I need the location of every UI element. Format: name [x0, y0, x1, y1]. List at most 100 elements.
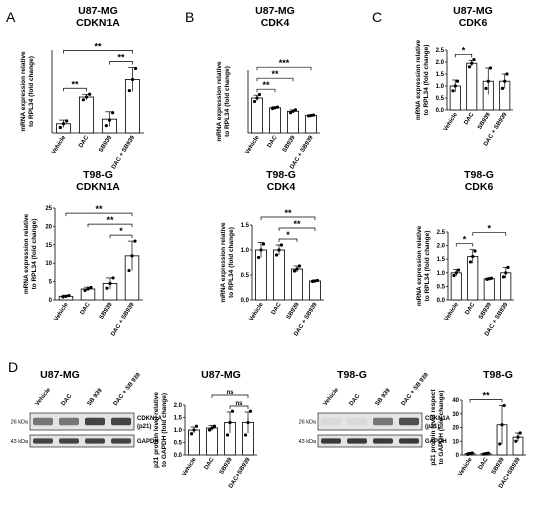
data-point — [277, 248, 281, 252]
chart-title-gene: CDK4 — [267, 181, 296, 193]
significance-bracket — [63, 87, 87, 92]
data-point — [505, 72, 509, 76]
panel-label-d: D — [8, 359, 18, 375]
data-point — [279, 243, 284, 247]
data-point — [65, 119, 69, 123]
blot-membrane — [317, 412, 423, 431]
protein-label: GAPDH — [425, 439, 447, 445]
significance-label: ** — [71, 79, 79, 89]
y-tick-label: 30 — [452, 412, 459, 418]
y-axis-label-line2: to RPL34 (fold change) — [224, 66, 231, 137]
y-axis-label-line2: to RPL34 (fold change) — [228, 227, 235, 298]
significance-label: ** — [94, 42, 102, 52]
blot-band — [85, 438, 105, 444]
data-point — [473, 249, 477, 253]
kda-marker: 26 kDa — [299, 420, 317, 426]
data-point — [486, 451, 490, 455]
panel-label-a: A — [6, 9, 16, 25]
significance-bracket — [63, 50, 133, 54]
data-point — [518, 431, 522, 435]
data-point — [486, 79, 490, 83]
data-point — [86, 287, 90, 291]
category-label: SB939 — [99, 301, 114, 320]
blot-title: U87-MG — [40, 369, 80, 381]
significance-bracket — [109, 61, 133, 65]
data-point — [313, 279, 317, 283]
data-point — [502, 403, 506, 408]
y-axis-label-line2: to RPL34 (fold change) — [31, 219, 38, 290]
chart-title-cell-line: U87-MG — [453, 5, 493, 17]
significance-bracket — [472, 232, 507, 236]
category-label: SB939 — [286, 301, 301, 320]
y-axis-label: mRNA expression relativeto RPL34 (fold c… — [23, 213, 38, 294]
blot-band — [33, 438, 53, 444]
chart-title-cell-line: T98-G — [266, 169, 296, 181]
blot-title: T98-G — [337, 369, 367, 381]
blot-band — [321, 417, 341, 426]
blot-band — [321, 438, 341, 444]
data-point — [133, 239, 137, 243]
bar — [305, 115, 317, 134]
data-point — [275, 105, 280, 109]
y-tick-label: 10 — [45, 261, 52, 267]
significance-bracket — [278, 238, 298, 242]
y-tick-label: 40 — [452, 398, 459, 404]
y-axis-label-line2: to RPL34 (fold change) — [424, 231, 431, 302]
category-label: DAC — [267, 134, 279, 149]
blot-band — [111, 417, 131, 426]
bar — [251, 97, 263, 134]
data-point — [58, 125, 62, 130]
y-tick-label: 0.5 — [436, 96, 445, 102]
data-point — [89, 285, 93, 290]
significance-label: * — [286, 230, 290, 240]
category-label: SB939 — [491, 456, 506, 475]
y-axis-label-line1: mRNA expression relative — [415, 39, 422, 120]
kda-marker: 43 kDa — [11, 439, 29, 445]
western-blot-1: T98-G Vehicle DAC SB 939 DAC + SB 939 26 kDa C… — [299, 369, 451, 448]
bar — [450, 272, 462, 301]
category-label: SB939 — [98, 134, 113, 153]
lane-label: DAC — [349, 393, 362, 407]
data-point — [230, 409, 235, 413]
significance-label: * — [119, 226, 123, 236]
significance-bracket — [211, 394, 249, 398]
y-tick-label: 2.0 — [436, 60, 445, 66]
data-point — [189, 432, 194, 436]
protein-label: CDKN1A (p21) — [425, 416, 451, 430]
data-point — [130, 254, 134, 258]
bar — [78, 96, 95, 134]
bar — [269, 107, 281, 134]
data-point — [127, 88, 131, 93]
data-point — [292, 269, 297, 273]
significance-label: ** — [271, 69, 279, 79]
y-tick-label: 1.0 — [437, 271, 446, 277]
chart-7-group: T98-G p21 protein level respectto GAPDH (… — [430, 369, 526, 490]
significance-label: ** — [117, 53, 125, 63]
category-label: Vehicle — [458, 456, 474, 477]
data-point — [207, 428, 212, 432]
data-point — [108, 281, 112, 286]
data-point — [192, 428, 196, 432]
category-label: DAC — [463, 111, 475, 126]
category-label: DAC + SB939 — [111, 134, 137, 170]
significance-label: ** — [106, 215, 114, 225]
y-axis-label-line1: mRNA expression relative — [20, 51, 27, 132]
y-tick-label: 2.5 — [437, 230, 446, 236]
y-axis-label-line1: mRNA expression relative — [220, 222, 227, 303]
y-tick-label: 0 — [49, 298, 53, 304]
y-tick-label: 0.5 — [241, 273, 250, 279]
lane-label: SB 939 — [87, 387, 104, 407]
category-label: Vehicle — [51, 134, 67, 155]
significance-bracket — [278, 227, 316, 231]
y-tick-label: 1.0 — [174, 428, 183, 434]
data-point — [506, 265, 510, 269]
data-point — [293, 108, 298, 112]
y-tick-label: 0 — [456, 453, 460, 459]
data-point — [297, 264, 302, 268]
blot-membrane — [317, 434, 423, 448]
y-tick-label: 0.0 — [174, 453, 183, 459]
blot-membrane — [29, 412, 135, 431]
y-tick-label: 1.0 — [241, 248, 250, 254]
